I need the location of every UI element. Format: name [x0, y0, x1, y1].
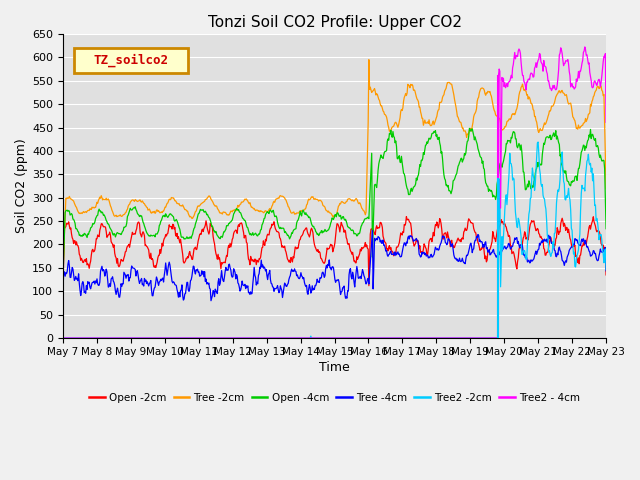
- Tree2 -2cm: [223, 335, 230, 341]
- Open -4cm: [223, 223, 230, 228]
- Tree -2cm: [602, 186, 610, 192]
- Open -2cm: [403, 214, 410, 219]
- Tree -4cm: [369, 228, 376, 233]
- Tree2 -2cm: [421, 335, 429, 341]
- Open -4cm: [421, 147, 429, 153]
- Tree2 - 4cm: [581, 44, 589, 50]
- Open -4cm: [123, 220, 131, 226]
- Legend: Open -2cm, Tree -2cm, Open -4cm, Tree -4cm, Tree2 -2cm, Tree2 - 4cm: Open -2cm, Tree -2cm, Open -4cm, Tree -4…: [85, 389, 584, 407]
- Open -2cm: [270, 219, 278, 225]
- Tree2 - 4cm: [59, 335, 67, 341]
- Open -2cm: [59, 283, 67, 288]
- Tree2 -2cm: [602, 267, 610, 273]
- Tree -2cm: [223, 212, 230, 217]
- Tree2 -2cm: [59, 335, 67, 341]
- Tree2 -2cm: [123, 335, 131, 341]
- Open -4cm: [465, 125, 473, 131]
- Tree -2cm: [270, 198, 278, 204]
- Line: Open -4cm: Open -4cm: [63, 128, 606, 276]
- Tree2 - 4cm: [602, 120, 610, 125]
- Tree -4cm: [271, 286, 278, 291]
- Open -2cm: [250, 258, 257, 264]
- Tree2 - 4cm: [123, 335, 131, 341]
- Open -2cm: [602, 272, 610, 278]
- Tree -4cm: [223, 267, 231, 273]
- Tree -4cm: [422, 253, 430, 259]
- Open -2cm: [390, 252, 398, 258]
- Tree2 - 4cm: [223, 335, 230, 341]
- Open -4cm: [250, 232, 257, 238]
- Open -2cm: [422, 245, 429, 251]
- Open -4cm: [602, 226, 610, 231]
- Open -4cm: [270, 211, 278, 216]
- Title: Tonzi Soil CO2 Profile: Upper CO2: Tonzi Soil CO2 Profile: Upper CO2: [207, 15, 461, 30]
- Tree2 -2cm: [390, 335, 398, 341]
- Line: Tree2 -2cm: Tree2 -2cm: [63, 142, 606, 338]
- Y-axis label: Soil CO2 (ppm): Soil CO2 (ppm): [15, 139, 28, 233]
- Tree -4cm: [123, 272, 131, 278]
- X-axis label: Time: Time: [319, 361, 350, 374]
- Tree2 -2cm: [250, 335, 257, 341]
- Open -4cm: [390, 134, 398, 140]
- Tree -2cm: [59, 266, 67, 272]
- Tree2 - 4cm: [250, 335, 257, 341]
- Tree -4cm: [250, 264, 258, 270]
- Line: Tree -2cm: Tree -2cm: [63, 60, 606, 269]
- Tree2 - 4cm: [421, 335, 429, 341]
- Open -4cm: [59, 273, 67, 278]
- Open -2cm: [223, 252, 230, 258]
- Line: Tree2 - 4cm: Tree2 - 4cm: [63, 47, 606, 338]
- Tree -4cm: [392, 249, 399, 255]
- Text: TZ_soilco2: TZ_soilco2: [93, 54, 168, 67]
- Tree -4cm: [207, 298, 215, 303]
- Tree -2cm: [123, 207, 131, 213]
- Line: Open -2cm: Open -2cm: [63, 216, 606, 286]
- Open -2cm: [123, 245, 131, 251]
- Tree -2cm: [422, 120, 429, 126]
- Tree -4cm: [59, 287, 67, 293]
- Tree -2cm: [365, 57, 372, 62]
- Tree2 - 4cm: [270, 335, 278, 341]
- Tree2 -2cm: [270, 335, 278, 341]
- Tree2 - 4cm: [390, 335, 398, 341]
- Tree -2cm: [250, 206, 257, 212]
- FancyBboxPatch shape: [74, 48, 188, 73]
- Line: Tree -4cm: Tree -4cm: [63, 230, 606, 300]
- Tree2 -2cm: [534, 139, 542, 145]
- Tree -2cm: [391, 120, 399, 125]
- Tree -4cm: [602, 268, 610, 274]
